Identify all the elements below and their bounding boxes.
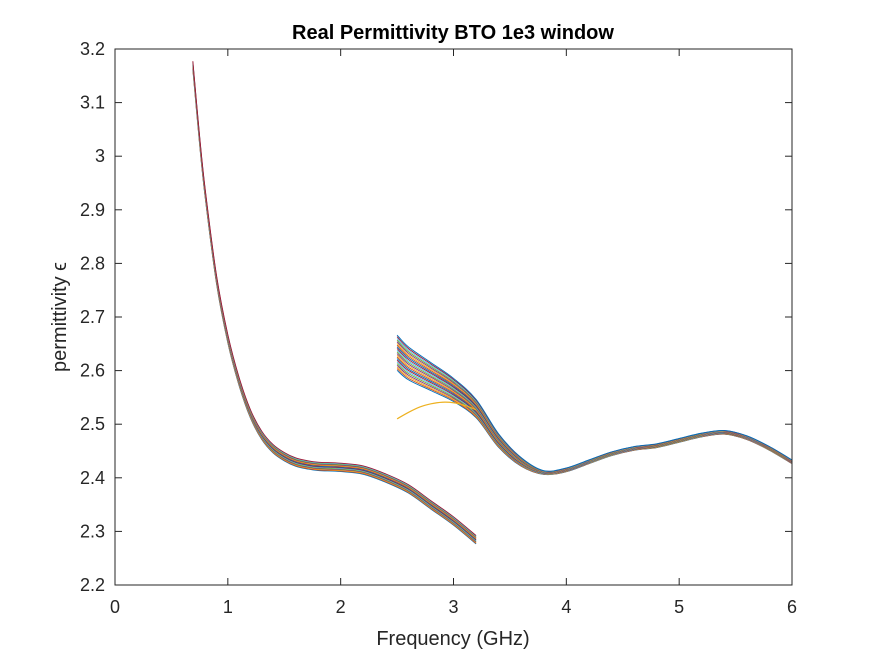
- series-line: [396, 344, 793, 473]
- chart-title: Real Permittivity BTO 1e3 window: [292, 22, 614, 44]
- series-line: [396, 338, 793, 472]
- x-tick-label: 3: [448, 597, 458, 617]
- series-line: [396, 349, 793, 474]
- series-line: [396, 351, 793, 474]
- series-line: [396, 346, 793, 473]
- series-line: [396, 356, 793, 474]
- y-tick-label: 2.7: [80, 307, 105, 327]
- x-tick-label: 2: [336, 597, 346, 617]
- series-line: [396, 353, 793, 474]
- y-tick-label: 2.8: [80, 253, 105, 273]
- axis-ticks: 0 1 2 3 4 5 6 2.2 2.3 2.4 2.5 2.6 2.7 2.8 2.9 3 3.1 3.2: [80, 39, 797, 617]
- series-line: [396, 361, 793, 475]
- series-line: [396, 343, 793, 473]
- series-line: [396, 348, 793, 473]
- series-line: [396, 336, 793, 472]
- x-tick-label: 4: [561, 597, 571, 617]
- y-tick-label: 3.2: [80, 39, 105, 59]
- series-line: [396, 341, 793, 473]
- series-line: [396, 358, 793, 474]
- plot-area-frame: [114, 48, 793, 586]
- series-line: [396, 359, 793, 475]
- series-line: [396, 354, 793, 474]
- series-line: [396, 339, 793, 473]
- x-tick-label: 6: [787, 597, 797, 617]
- y-tick-label: 3.1: [80, 93, 105, 113]
- y-tick-label: 3: [95, 146, 105, 166]
- series-line: [396, 401, 477, 420]
- y-tick-label: 2.6: [80, 361, 105, 381]
- y-axis-label: permittivity ϵ: [49, 262, 71, 372]
- y-tick-label: 2.4: [80, 468, 105, 488]
- y-tick-label: 2.3: [80, 521, 105, 541]
- series-line: [192, 68, 477, 544]
- series-line: [396, 334, 793, 472]
- plot-lines: [192, 61, 793, 545]
- x-tick-label: 1: [223, 597, 233, 617]
- x-tick-label: 0: [110, 597, 120, 617]
- series-line: [192, 61, 477, 536]
- x-axis-label: Frequency (GHz): [376, 628, 529, 650]
- y-tick-label: 2.9: [80, 200, 105, 220]
- x-tick-label: 5: [674, 597, 684, 617]
- series-line: [192, 69, 477, 545]
- y-tick-label: 2.5: [80, 414, 105, 434]
- y-tick-label: 2.2: [80, 575, 105, 595]
